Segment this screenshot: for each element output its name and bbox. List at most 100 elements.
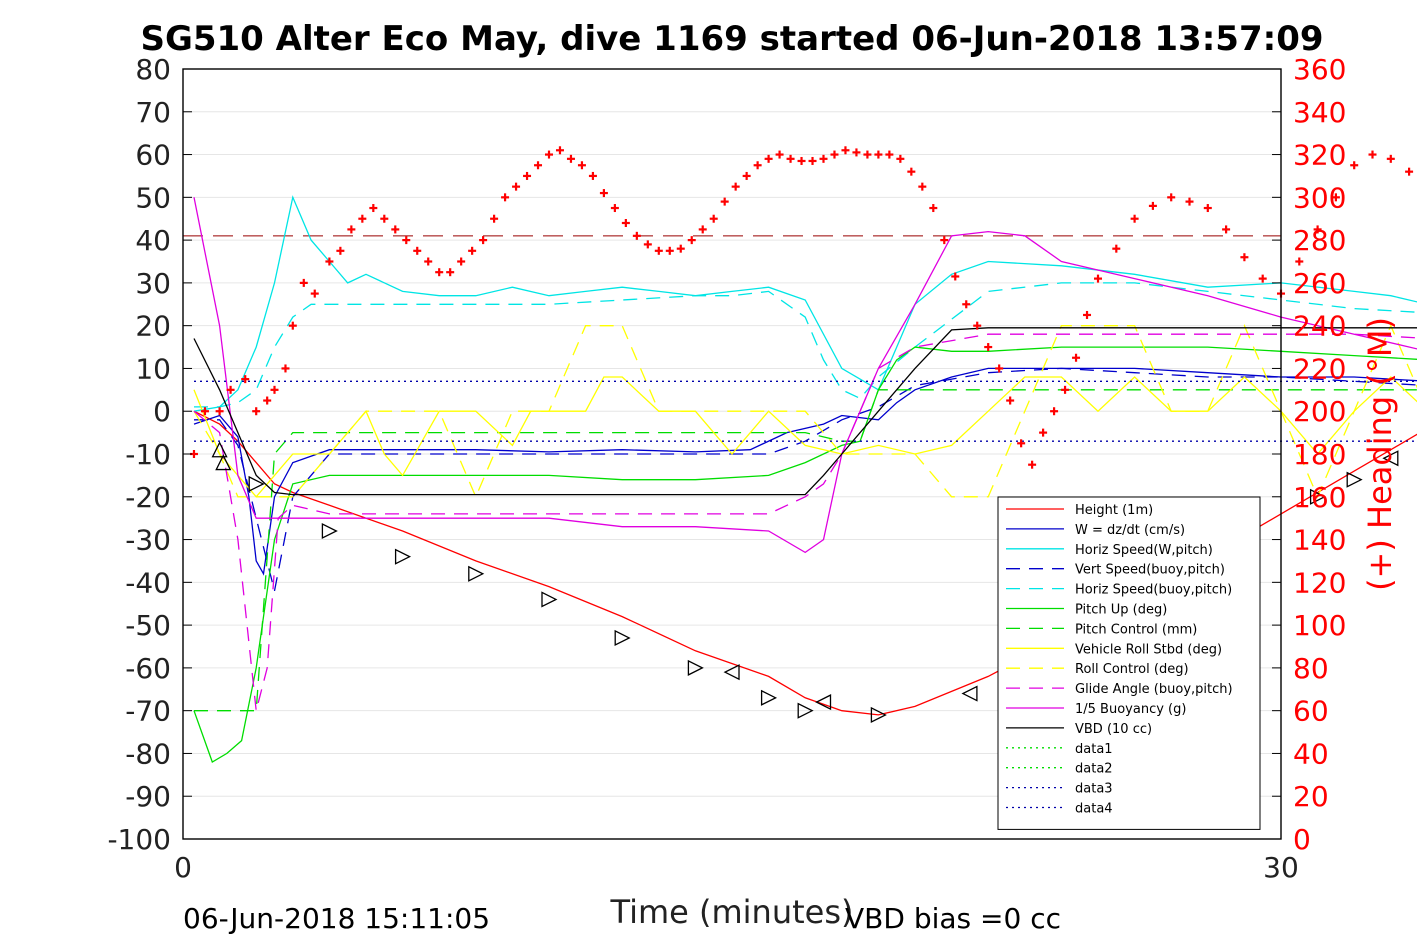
x-tick-label: 30 [1263, 851, 1299, 884]
triangle-marker [1309, 488, 1327, 505]
heading-point [1039, 428, 1048, 437]
heading-point [654, 246, 663, 255]
heading-point [1203, 204, 1212, 213]
right-tick-label: 340 [1293, 96, 1346, 129]
legend-label: Roll Control (deg) [1075, 662, 1189, 677]
left-tick-label: 60 [135, 139, 171, 172]
heading-point [281, 364, 290, 373]
heading-point [786, 154, 795, 163]
legend-label: Glide Angle (buoy,pitch) [1075, 682, 1233, 697]
heading-point [241, 375, 250, 384]
chart-title: SG510 Alter Eco May, dive 1169 started 0… [140, 19, 1323, 59]
heading-point [391, 225, 400, 234]
heading-point [534, 161, 543, 170]
series-roll-control-deg [193, 324, 1417, 499]
heading-point [720, 197, 729, 206]
heading-point [918, 182, 927, 191]
heading-point [687, 236, 696, 245]
triangle-marker [321, 522, 338, 540]
left-tick-label: 0 [153, 395, 171, 428]
heading-point [665, 246, 674, 255]
heading-point [523, 171, 532, 180]
heading-point [1405, 167, 1414, 176]
series-pitch-control-mm [194, 389, 1417, 712]
heading-point [252, 407, 261, 416]
right-tick-label: 20 [1293, 780, 1329, 813]
heading-point [310, 289, 319, 298]
left-tick-label: -40 [125, 566, 171, 599]
heading-point [962, 300, 971, 309]
legend-label: Vehicle Roll Stbd (deg) [1075, 642, 1222, 657]
heading-point [369, 204, 378, 213]
heading-point [263, 396, 272, 405]
triangle-marker [815, 694, 832, 711]
heading-point [863, 150, 872, 159]
legend-label: Pitch Up (deg) [1075, 603, 1167, 618]
heading-point [1050, 407, 1059, 416]
triangle-marker [723, 664, 740, 681]
heading-point [907, 167, 916, 176]
heading-point [830, 150, 839, 159]
left-tick-label: -80 [125, 737, 171, 770]
heading-point [490, 214, 499, 223]
heading-point [501, 193, 510, 202]
right-tick-label: 220 [1293, 352, 1346, 385]
heading-point [226, 385, 235, 394]
heading-point [940, 236, 949, 245]
heading-point [764, 154, 773, 163]
right-tick-label: 120 [1293, 566, 1346, 599]
right-tick-label: 300 [1293, 181, 1346, 214]
heading-point [545, 150, 553, 159]
heading-point [984, 343, 993, 352]
series-1-5-buoyancy-g [193, 197, 1417, 554]
right-tick-label: 80 [1293, 652, 1329, 685]
legend-label: data2 [1075, 762, 1113, 777]
right-tick-label: 0 [1293, 823, 1311, 856]
heading-point [951, 272, 960, 281]
series-vbd-10-cc [193, 327, 1417, 496]
legend-label: VBD (10 cc) [1075, 722, 1152, 737]
heading-point [874, 150, 883, 159]
heading-point [885, 150, 894, 159]
heading-point [424, 257, 433, 266]
right-tick-label: 280 [1293, 224, 1346, 257]
left-tick-label: -60 [125, 652, 171, 685]
series-vert-speed-buoy-pitch [194, 367, 1417, 592]
triangle-marker [1382, 450, 1399, 467]
heading-point [1072, 353, 1081, 362]
left-tick-label: 20 [135, 310, 171, 343]
heading-point [299, 278, 308, 287]
left-tick-label: -20 [125, 481, 171, 514]
heading-point [200, 407, 209, 416]
heading-point [1185, 197, 1194, 206]
triangle-marker [394, 548, 412, 565]
triangle-marker [211, 441, 228, 458]
heading-point [731, 182, 740, 191]
right-axis: 3603403203002802602402202001801601401201… [1272, 53, 1346, 856]
heading-point [676, 244, 685, 253]
right-tick-label: 180 [1293, 438, 1346, 471]
heading-point [775, 150, 784, 159]
heading-point [599, 189, 608, 198]
heading-point [973, 321, 982, 330]
triangle-marker [760, 689, 778, 706]
heading-point [819, 154, 828, 163]
heading-point [358, 214, 367, 223]
heading-point [479, 236, 488, 245]
legend-label: 1/5 Buoyancy (g) [1075, 702, 1186, 717]
heading-point [852, 148, 861, 157]
right-axis-label: (+) Heading (°M) [1361, 317, 1399, 591]
triangle-marker [961, 685, 978, 702]
left-tick-label: -70 [125, 695, 171, 728]
heading-point [753, 161, 762, 170]
heading-point [215, 407, 224, 416]
x-axis: 0 30 [174, 830, 1299, 884]
legend-label: W = dz/dt (cm/s) [1075, 523, 1185, 538]
heading-point [1094, 274, 1102, 283]
heading-point [1112, 244, 1121, 253]
triangle-marker [614, 629, 631, 646]
triangle-marker [248, 475, 265, 492]
heading-point [457, 257, 466, 266]
right-tick-label: 240 [1293, 310, 1346, 343]
